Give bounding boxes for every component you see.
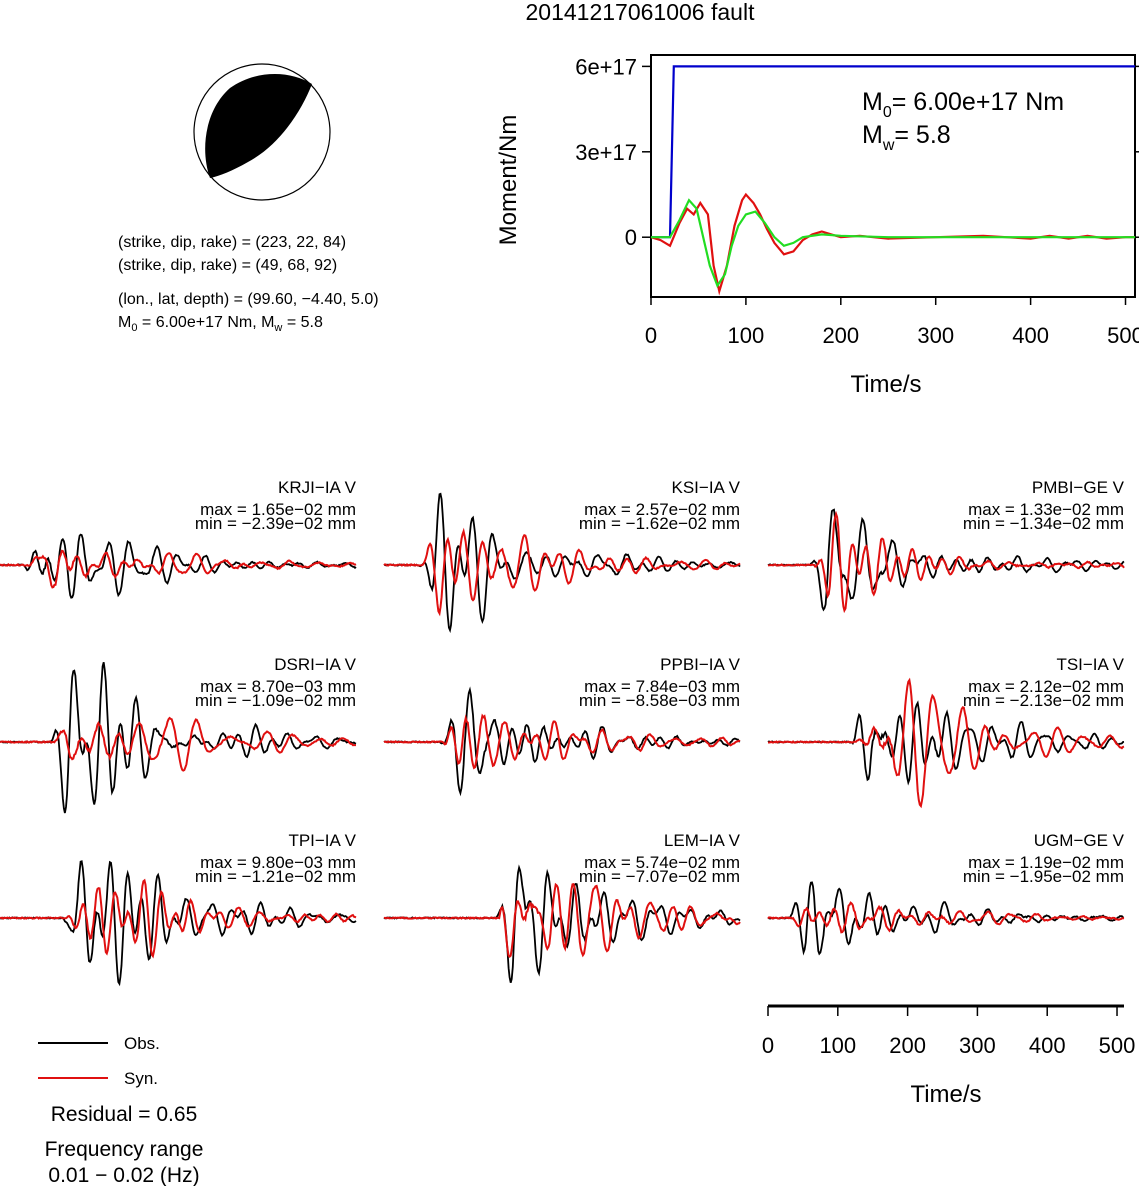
station-min: min = −2.13e−02 mm (963, 691, 1124, 710)
station-min: min = −7.07e−02 mm (579, 867, 740, 886)
moment-rate-chart: 0 3e+17 6e+17 0 100 200 300 400 500 Moment/Nm T… (495, 54, 1139, 398)
mechanism-text: (strike, dip, rake) = (223, 22, 84) (str… (118, 234, 379, 334)
moment-m0-annotation: M0= 6.00e+17 Nm (862, 88, 1064, 121)
mechanism-line-4: M0 = 6.00e+17 Nm, Mw = 5.8 (118, 314, 323, 334)
station-max: max = 5.74e−02 mm (584, 853, 740, 872)
frequency-range: 0.01 − 0.02 (Hz) (48, 1164, 199, 1186)
legend: Obs. Syn. Residual = 0.65 Frequency rang… (38, 1034, 204, 1187)
station-min: min = −1.09e−02 mm (195, 691, 356, 710)
moment-y-label: Moment/Nm (495, 115, 522, 246)
mechanism-line-3: (lon., lat, depth) = (99.60, −4.40, 5.0) (118, 291, 379, 308)
moment-series (650, 65, 1135, 296)
station-max: max = 1.33e−02 mm (968, 500, 1124, 519)
station-max: max = 1.19e−02 mm (968, 853, 1124, 872)
moment-mw-annotation: Mw= 5.8 (862, 121, 951, 154)
moment-series-green (651, 198, 1135, 288)
syn-trace (0, 878, 357, 959)
station-min: min = −1.62e−02 mm (579, 514, 740, 533)
syn-trace (383, 713, 741, 770)
station-label: DSRI−IA V (274, 655, 356, 674)
syn-trace (0, 716, 356, 772)
waveform-x-tick-label: 200 (889, 1033, 926, 1058)
moment-y-tick-label: 3e+17 (575, 140, 637, 165)
mechanism-line-1: (strike, dip, rake) = (223, 22, 84) (118, 234, 346, 251)
moment-x-tick-label: 300 (917, 323, 954, 348)
station-max: max = 7.84e−03 mm (584, 677, 740, 696)
moment-x-label: Time/s (850, 371, 921, 398)
station-label: TPI−IA V (288, 831, 356, 850)
station-min: min = −8.58e−03 mm (579, 691, 740, 710)
beachball-icon (193, 63, 331, 201)
moment-x-axis: 0 100 200 300 400 500 (645, 297, 1139, 348)
waveform-x-tick-label: 500 (1099, 1033, 1136, 1058)
station-label: PMBI−GE V (1032, 478, 1125, 497)
mechanism-line-2: (strike, dip, rake) = (49, 68, 92) (118, 257, 337, 274)
moment-x-tick-label: 500 (1107, 323, 1139, 348)
syn-trace (767, 901, 1124, 934)
station-min: min = −1.34e−02 mm (963, 514, 1124, 533)
station-min: min = −1.95e−02 mm (963, 867, 1124, 886)
obs-trace (0, 533, 357, 599)
moment-plot-frame (650, 54, 1136, 298)
station-label: KSI−IA V (671, 478, 740, 497)
station-min: min = −2.39e−02 mm (195, 514, 356, 533)
waveform-x-label: Time/s (910, 1081, 981, 1108)
station-max: max = 8.70e−03 mm (200, 677, 356, 696)
frequency-label: Frequency range (45, 1138, 204, 1161)
waveform-x-tick-label: 300 (959, 1033, 996, 1058)
waveform-x-tick-label: 0 (762, 1033, 774, 1058)
station-label: LEM−IA V (664, 831, 741, 850)
residual-text: Residual = 0.65 (51, 1103, 198, 1126)
station-max: max = 9.80e−03 mm (200, 853, 356, 872)
station-label: UGM−GE V (1034, 831, 1125, 850)
moment-x-tick-label: 0 (645, 323, 657, 348)
syn-trace (383, 527, 741, 617)
moment-y-axis: 0 3e+17 6e+17 (575, 54, 1139, 250)
moment-x-tick-label: 100 (728, 323, 765, 348)
station-label: PPBI−IA V (660, 655, 741, 674)
syn-trace (768, 677, 1125, 809)
figure-title: 20141217061006 fault (526, 0, 756, 25)
waveform-x-tick-label: 400 (1029, 1033, 1066, 1058)
station-label: KRJI−IA V (278, 478, 357, 497)
waveform-time-axis: 0 100 200 300 400 500 (762, 1004, 1136, 1058)
legend-syn-label: Syn. (124, 1069, 158, 1088)
station-max: max = 1.65e−02 mm (200, 500, 356, 519)
moment-y-tick-label: 0 (625, 225, 637, 250)
syn-trace (767, 510, 1125, 614)
moment-x-tick-label: 200 (822, 323, 859, 348)
moment-y-tick-label: 6e+17 (575, 54, 637, 79)
station-label: TSI−IA V (1056, 655, 1124, 674)
legend-obs-label: Obs. (124, 1034, 160, 1053)
syn-trace (0, 549, 357, 589)
station-max: max = 2.12e−02 mm (968, 677, 1124, 696)
waveform-x-tick-label: 100 (819, 1033, 856, 1058)
moment-x-tick-label: 400 (1012, 323, 1049, 348)
station-min: min = −1.21e−02 mm (195, 867, 356, 886)
station-max: max = 2.57e−02 mm (584, 500, 740, 519)
syn-trace (383, 882, 741, 958)
